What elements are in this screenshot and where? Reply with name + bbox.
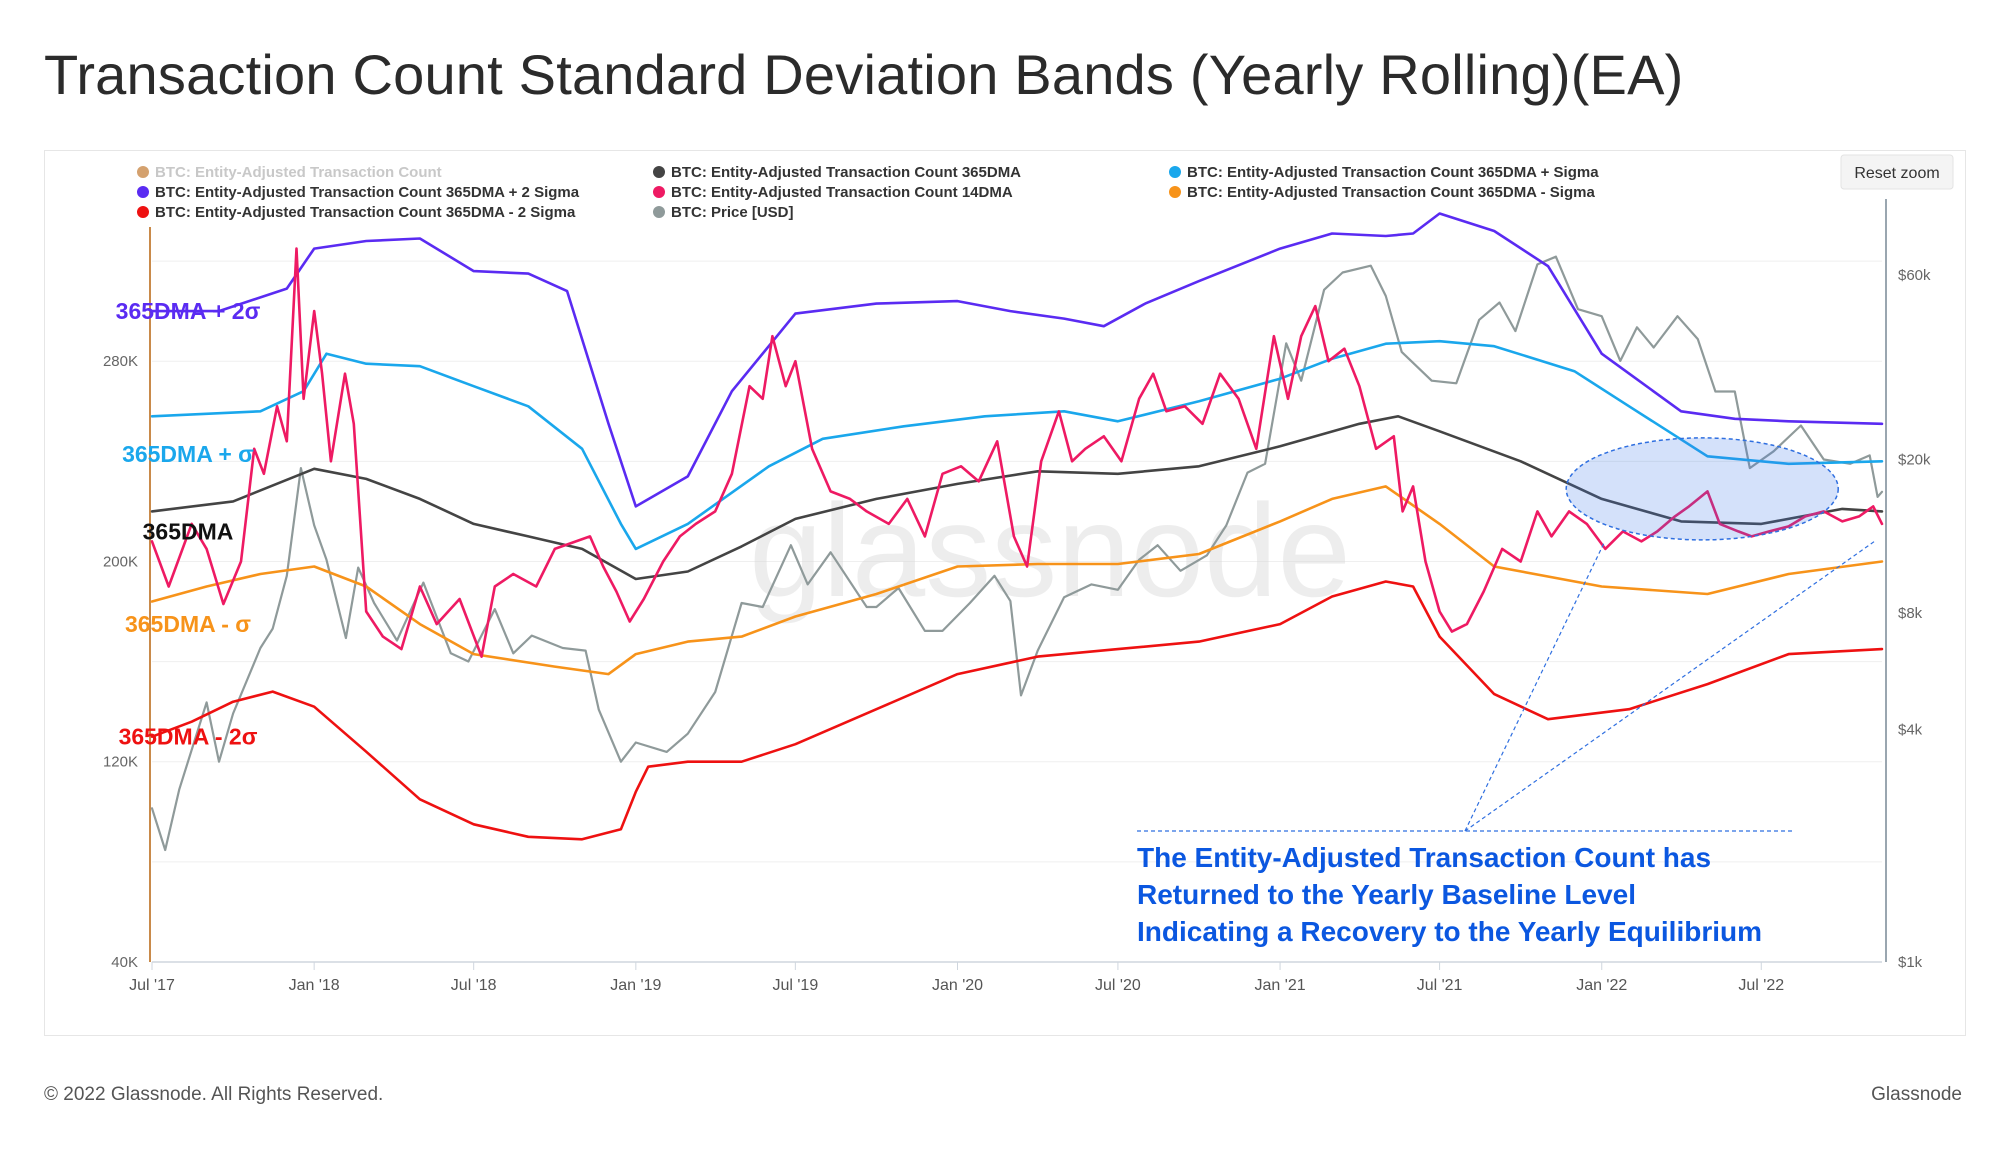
x-tick-label: Jan '19	[610, 977, 661, 994]
page-title: Transaction Count Standard Deviation Ban…	[44, 43, 1684, 106]
legend-item[interactable]: BTC: Entity-Adjusted Transaction Count 3…	[137, 184, 580, 201]
legend-label: BTC: Entity-Adjusted Transaction Count	[155, 164, 442, 181]
band-label-minus2: 365DMA - 2σ	[119, 724, 258, 750]
series-line-4	[150, 580, 1884, 841]
axes: Jul '17 Jan '18 Jul '18 Jan '19 Jul '19 Jan '…	[103, 199, 1931, 994]
legend-marker	[653, 166, 665, 178]
legend-marker	[1169, 186, 1181, 198]
band-label-plus1: 365DMA + σ	[122, 441, 254, 467]
legend-item[interactable]: BTC: Entity-Adjusted Transaction Count 3…	[1169, 164, 1599, 181]
series-line-6	[150, 255, 1884, 852]
legend-label: BTC: Entity-Adjusted Transaction Count 3…	[1187, 164, 1599, 181]
chart-frame: glassnode Jul '17 Jan '18 Jul '18 Jan '19 Ju…	[44, 150, 1966, 1036]
legend-marker	[1169, 166, 1181, 178]
y-right-tick-label: $1k	[1898, 954, 1923, 971]
y-right-tick-label: $60k	[1898, 267, 1931, 284]
reset-zoom-label: Reset zoom	[1854, 165, 1939, 182]
series-line-2	[150, 414, 1884, 581]
plot-area	[152, 211, 1882, 962]
legend-label: BTC: Entity-Adjusted Transaction Count 3…	[1187, 184, 1595, 201]
x-tick-label: Jan '21	[1255, 977, 1306, 994]
legend-marker	[137, 206, 149, 218]
legend-label: BTC: Entity-Adjusted Transaction Count 3…	[155, 204, 576, 221]
x-tick-label: Jul '18	[451, 977, 497, 994]
legend-marker	[653, 186, 665, 198]
legend-item[interactable]: BTC: Entity-Adjusted Transaction Count 3…	[137, 204, 576, 221]
legend-marker	[653, 206, 665, 218]
y-left-tick-label: 200K	[103, 553, 138, 570]
y-right-tick-label: $4k	[1898, 721, 1923, 738]
legend-label: BTC: Entity-Adjusted Transaction Count 1…	[671, 184, 1013, 201]
band-label-minus1: 365DMA - σ	[125, 611, 251, 637]
legend-item[interactable]: BTC: Entity-Adjusted Transaction Count 3…	[653, 164, 1021, 181]
x-tick-label: Jan '22	[1576, 977, 1627, 994]
x-tick-label: Jan '18	[289, 977, 340, 994]
legend: BTC: Entity-Adjusted Transaction Count BT…	[137, 164, 1599, 221]
band-labels: 365DMA + 2σ 365DMA + σ 365DMA 365DMA - σ 365…	[116, 298, 261, 750]
legend-item[interactable]: BTC: Price [USD]	[653, 204, 794, 221]
legend-label: BTC: Price [USD]	[671, 204, 794, 221]
legend-item[interactable]: BTC: Entity-Adjusted Transaction Count	[137, 164, 442, 181]
watermark: glassnode	[749, 477, 1351, 624]
grid	[152, 211, 1882, 963]
series-line-3	[150, 485, 1884, 676]
annotation: The Entity-Adjusted Transaction Count ha…	[1137, 437, 1876, 947]
legend-marker	[137, 166, 149, 178]
annotation-text: The Entity-Adjusted Transaction Count ha…	[1137, 842, 1711, 873]
y-left-tick-label: 40K	[111, 954, 138, 971]
series-line-1	[150, 339, 1884, 551]
series	[150, 212, 1884, 852]
legend-label: BTC: Entity-Adjusted Transaction Count 3…	[671, 164, 1021, 181]
x-tick-label: Jan '20	[932, 977, 983, 994]
annotation-text: Returned to the Yearly Baseline Level	[1137, 879, 1636, 910]
highlight-ellipse	[1565, 437, 1839, 541]
legend-label: BTC: Entity-Adjusted Transaction Count 3…	[155, 184, 580, 201]
band-label-base: 365DMA	[143, 518, 234, 544]
x-tick-label: Jul '17	[129, 977, 175, 994]
x-tick-label: Jul '22	[1738, 977, 1784, 994]
series-line-5	[150, 247, 1884, 658]
footer-brand: Glassnode	[1871, 1084, 1962, 1105]
series-line-0	[150, 212, 1884, 508]
y-left-tick-label: 120K	[103, 754, 138, 771]
callout-pointer	[1464, 540, 1606, 832]
x-tick-label: Jul '20	[1095, 977, 1141, 994]
x-tick-label: Jul '21	[1417, 977, 1463, 994]
x-tick-label: Jul '19	[772, 977, 818, 994]
reset-zoom-button[interactable]: Reset zoom	[1840, 154, 1954, 190]
legend-item[interactable]: BTC: Entity-Adjusted Transaction Count 3…	[1169, 184, 1595, 201]
y-left-tick-label: 280K	[103, 353, 138, 370]
footer-copyright: © 2022 Glassnode. All Rights Reserved.	[44, 1084, 384, 1105]
y-right-tick-label: $8k	[1898, 605, 1923, 622]
chart: glassnode Jul '17 Jan '18 Jul '18 Jan '19 Ju…	[103, 154, 1954, 994]
y-right-tick-label: $20k	[1898, 452, 1931, 469]
band-label-plus2: 365DMA + 2σ	[116, 298, 261, 324]
legend-marker	[137, 186, 149, 198]
annotation-text: Indicating a Recovery to the Yearly Equi…	[1137, 916, 1762, 947]
legend-item[interactable]: BTC: Entity-Adjusted Transaction Count 1…	[653, 184, 1013, 201]
